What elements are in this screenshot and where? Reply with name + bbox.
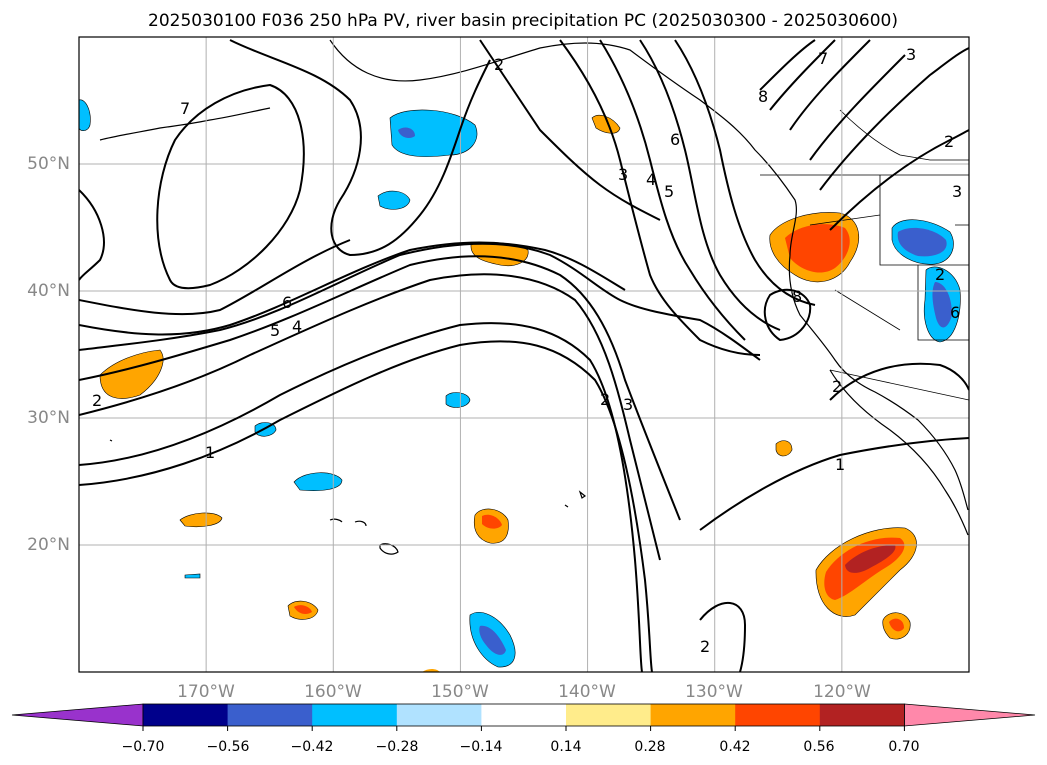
- contour-label: 2: [600, 390, 610, 409]
- pv-contour: [79, 241, 626, 336]
- pv-contour: [229, 39, 491, 257]
- pv-contour: [809, 54, 906, 161]
- pv-contour: [79, 239, 351, 316]
- contour-label: 4: [646, 170, 656, 189]
- contour-labels: 7 2 8 7 3 6 3 4 5 2 3 6 5 4 8 2 2 3 1 2 …: [92, 45, 962, 656]
- colorbar-tick-label: 0.56: [803, 739, 834, 755]
- lon-label: 140°W: [558, 682, 616, 702]
- positive-anomaly-oregon: [769, 212, 859, 283]
- lon-label: 130°W: [685, 682, 743, 702]
- lon-label: 160°W: [304, 682, 362, 702]
- contour-label: 7: [818, 49, 828, 68]
- map-frame: [78, 36, 970, 673]
- pv-contour: [79, 273, 661, 561]
- lon-label: 170°W: [177, 682, 235, 702]
- contour-label: 2: [935, 265, 945, 284]
- contour-label: 1: [205, 443, 215, 462]
- pv-contour: [829, 129, 969, 231]
- lon-label: 120°W: [813, 682, 871, 702]
- pv-contour: [819, 47, 969, 191]
- contour-label: 5: [664, 182, 674, 201]
- colorbar: [11, 703, 1036, 731]
- pv-contour: [763, 288, 812, 342]
- pv-contour: [759, 39, 816, 91]
- contour-label: 2: [494, 55, 504, 74]
- colorbar-extend-low: [11, 703, 144, 727]
- colorbar-segment: [227, 704, 313, 726]
- negative-anomaly-idaho: [891, 219, 961, 343]
- colorbar-outline: [142, 703, 905, 727]
- contour-label: 4: [292, 317, 302, 336]
- pv-contour: [699, 437, 969, 531]
- pv-contour: [156, 83, 305, 290]
- pv-contour: [79, 340, 653, 672]
- colorbar-segment: [735, 704, 821, 726]
- lat-label: 20°N: [27, 535, 70, 555]
- contour-label: 3: [623, 395, 633, 414]
- positive-anomaly-central-pacific: [99, 115, 917, 672]
- contour-label: 3: [618, 165, 628, 184]
- contour-label: 6: [950, 303, 960, 322]
- lat-label: 30°N: [27, 408, 70, 428]
- contour-label: 8: [758, 87, 768, 106]
- colorbar-tick-label: 0.70: [888, 739, 919, 755]
- pv-contour: [79, 255, 681, 521]
- colorbar-segment: [143, 704, 229, 726]
- colorbar-segment: [396, 704, 482, 726]
- colorbar-segment: [312, 704, 398, 726]
- colorbar-tick-labels: −0.70 −0.56 −0.42 −0.28 −0.14 0.14 0.28 …: [122, 739, 920, 755]
- colorbar-tick-label: −0.70: [122, 739, 165, 755]
- pv-contour: [559, 39, 761, 356]
- gridlines: [79, 37, 969, 672]
- pv-contour: [699, 602, 747, 672]
- contour-label: 3: [952, 182, 962, 201]
- colorbar-tick-label: 0.14: [550, 739, 581, 755]
- contour-label: 7: [180, 99, 190, 118]
- latitude-labels: 50°N 40°N 30°N 20°N: [27, 154, 70, 555]
- colorbar-segment: [819, 704, 905, 726]
- colorbar-tick-label: −0.28: [376, 739, 419, 755]
- colorbar-segment: [650, 704, 736, 726]
- colorbar-tick-label: −0.56: [207, 739, 250, 755]
- contour-label: 5: [270, 321, 280, 340]
- pv-contour: [829, 362, 969, 401]
- pv-contour: [79, 242, 761, 361]
- lon-label: 150°W: [431, 682, 489, 702]
- colorbar-segment: [481, 704, 567, 726]
- longitude-labels: 170°W 160°W 150°W 140°W 130°W 120°W: [177, 682, 871, 702]
- colorbar-tick-label: 0.28: [634, 739, 665, 755]
- lat-label: 50°N: [27, 154, 70, 174]
- coastline-layer: [99, 39, 969, 555]
- pv-contour: [79, 322, 643, 672]
- figure-title: 2025030100 F036 250 hPa PV, river basin …: [148, 11, 898, 31]
- colorbar-segment: [566, 704, 652, 726]
- contour-label: 8: [792, 287, 802, 306]
- map-area: 7 2 8 7 3 6 3 4 5 2 3 6 5 4 8 2 2 3 1 2 …: [79, 37, 969, 672]
- contour-label: 2: [944, 132, 954, 151]
- contour-label: 6: [670, 130, 680, 149]
- pv-contour: [674, 39, 816, 306]
- contour-label: 2: [832, 377, 842, 396]
- colorbar-extend-high: [904, 703, 1036, 727]
- contour-label: 2: [700, 637, 710, 656]
- lat-label: 40°N: [27, 281, 70, 301]
- pv-contour: [479, 39, 661, 221]
- pv-contour: [639, 39, 781, 331]
- pv-contour: [789, 39, 871, 131]
- pv-contour: [769, 39, 836, 111]
- contour-label: 2: [92, 391, 102, 410]
- contour-label: 3: [906, 45, 916, 64]
- pv-contour: [79, 189, 105, 281]
- colorbar-tick-label: −0.42: [291, 739, 334, 755]
- pv-contour: [599, 39, 746, 341]
- contour-label: 6: [282, 293, 292, 312]
- colorbar-tick-label: 0.42: [719, 739, 750, 755]
- contour-label: 1: [835, 455, 845, 474]
- colorbar-tick-label: −0.14: [460, 739, 503, 755]
- pv-contour-layer: [79, 39, 969, 672]
